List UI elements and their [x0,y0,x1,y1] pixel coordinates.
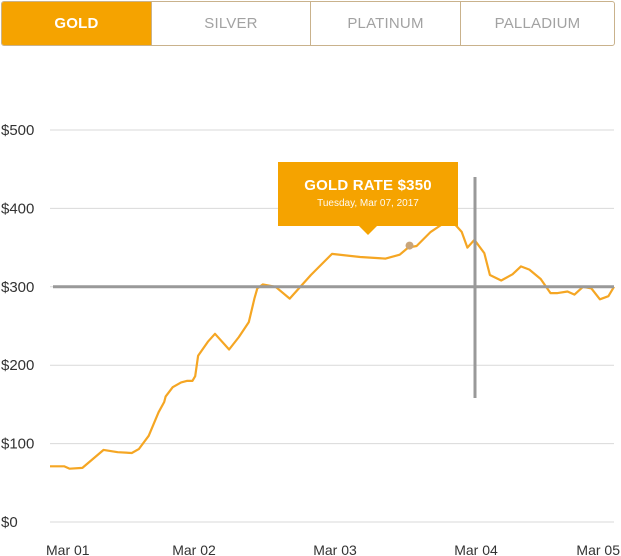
tooltip-title: GOLD RATE $350 [304,177,432,194]
y-tick-label: $100 [1,436,34,453]
y-axis-labels: $0 $100 $200 $300 $400 $500 [1,122,34,531]
tab-palladium[interactable]: PALLADIUM [494,15,581,32]
x-tick-label: Mar 03 [313,542,357,556]
metal-tabs: GOLD SILVER PLATINUM PALLADIUM [1,1,615,46]
tab-silver[interactable]: SILVER [152,2,311,45]
x-tick-label: Mar 02 [172,542,216,556]
tab-gold[interactable]: GOLD [2,2,152,45]
x-tick-label: Mar 01 [46,542,90,556]
tooltip-date: Tuesday, Mar 07, 2017 [317,198,419,209]
highlight-point[interactable] [405,241,414,250]
x-tick-label: Mar 04 [454,542,498,556]
x-axis-labels: Mar 01 Mar 02 Mar 03 Mar 04 Mar 05 [46,542,620,556]
x-tick-label: Mar 05 [576,542,620,556]
y-tick-label: $400 [1,200,34,217]
y-tick-label: $200 [1,357,34,374]
gold-price-line [50,219,615,470]
y-tick-label: $0 [1,514,18,531]
y-tick-label: $300 [1,279,34,296]
y-tick-label: $500 [1,122,34,139]
rate-tooltip: GOLD RATE $350 Tuesday, Mar 07, 2017 [278,162,458,235]
tab-platinum[interactable]: PLATINUM [311,2,461,45]
